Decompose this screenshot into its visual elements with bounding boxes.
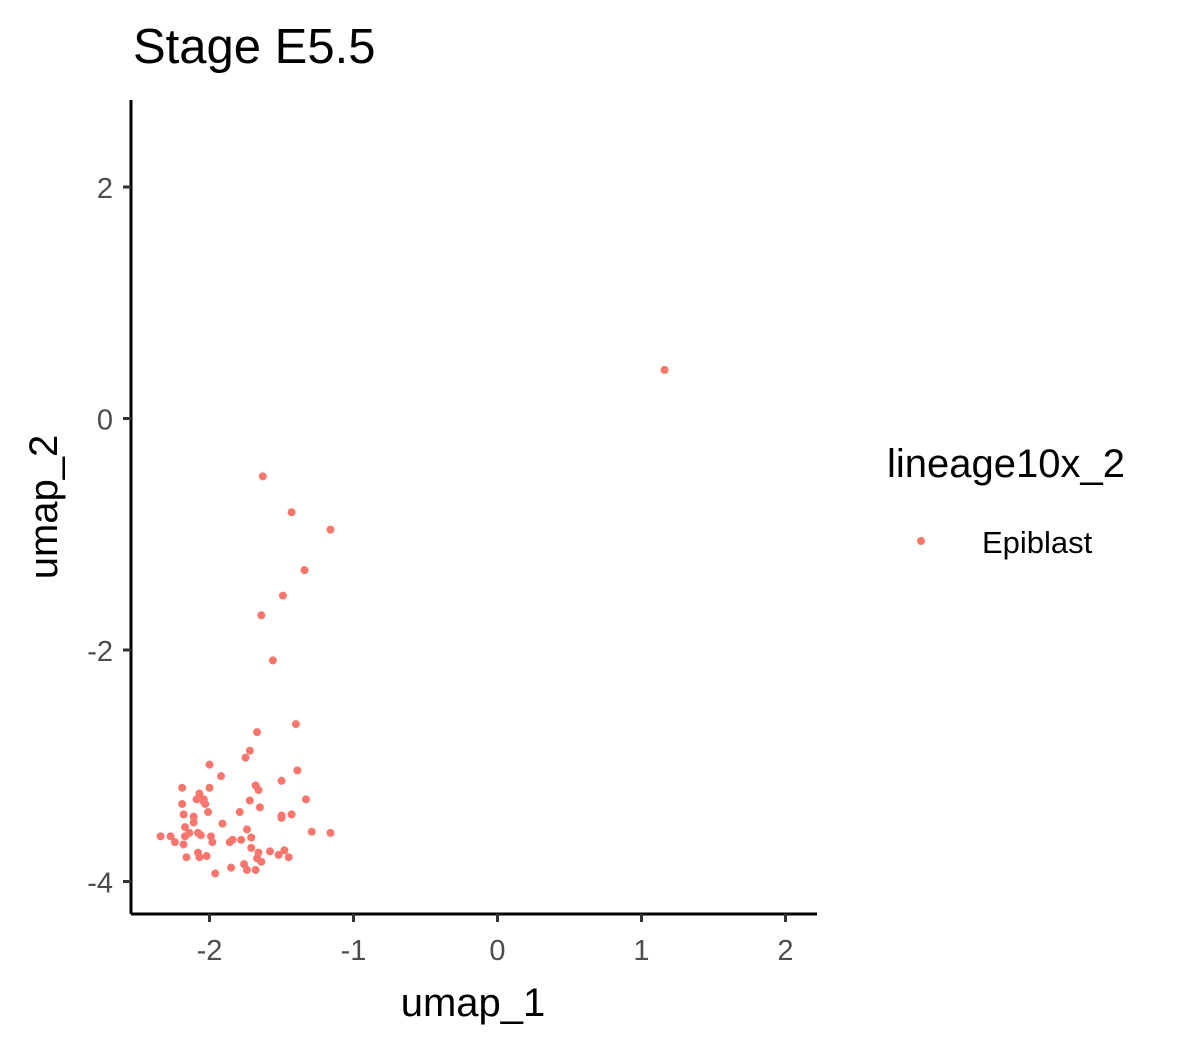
legend-title: lineage10x_2 — [887, 442, 1125, 486]
data-point — [217, 772, 226, 781]
data-point — [293, 766, 302, 775]
y-tick-label: -4 — [87, 868, 113, 900]
data-point — [235, 808, 244, 817]
data-point — [307, 827, 316, 836]
x-axis-title: umap_1 — [401, 981, 546, 1025]
data-point — [202, 852, 211, 861]
x-tick-label: 2 — [777, 935, 793, 967]
data-point — [255, 803, 264, 812]
x-tick-label: -1 — [341, 935, 367, 967]
data-point — [182, 853, 191, 862]
legend-label-epiblast: Epiblast — [982, 525, 1093, 560]
data-point — [189, 818, 198, 827]
plot-area: -2 -1 0 1 2 -4 -2 0 2 — [87, 100, 817, 967]
data-point — [660, 365, 669, 374]
x-tick-label: 1 — [633, 935, 649, 967]
data-point — [254, 786, 263, 795]
data-point — [189, 812, 198, 821]
data-point — [199, 797, 208, 806]
points-layer — [156, 365, 669, 878]
data-point — [257, 857, 266, 866]
data-point — [278, 591, 287, 600]
data-point — [204, 808, 213, 817]
data-point — [195, 853, 204, 862]
data-point — [326, 525, 335, 534]
data-point — [179, 810, 188, 819]
x-ticks: -2 -1 0 1 2 — [197, 914, 794, 967]
y-axis-title: umap_2 — [22, 435, 66, 580]
legend-key-epiblast — [917, 537, 925, 545]
data-point — [277, 776, 286, 785]
data-point — [280, 846, 289, 855]
y-tick-label: -2 — [87, 636, 113, 668]
data-point — [300, 566, 309, 575]
data-point — [181, 832, 190, 841]
data-point — [287, 508, 296, 517]
data-point — [181, 823, 190, 832]
data-point — [192, 795, 201, 804]
data-point — [227, 863, 236, 872]
data-point — [178, 799, 187, 808]
data-point — [218, 819, 227, 828]
y-tick-label: 0 — [97, 405, 113, 437]
data-point — [205, 760, 214, 769]
legend: lineage10x_2 Epiblast — [887, 442, 1125, 560]
y-tick-label: 2 — [97, 173, 113, 205]
data-point — [301, 795, 310, 804]
data-point — [257, 611, 266, 620]
data-point — [245, 796, 254, 805]
data-point — [247, 843, 256, 852]
data-point — [258, 472, 267, 481]
data-point — [225, 838, 234, 847]
data-point — [241, 753, 250, 762]
data-point — [196, 831, 205, 840]
data-point — [166, 832, 175, 841]
data-point — [274, 850, 283, 859]
data-point — [156, 832, 165, 841]
data-point — [211, 869, 220, 878]
data-point — [242, 865, 251, 874]
data-point — [178, 783, 187, 792]
data-point — [208, 838, 217, 847]
y-ticks: -4 -2 0 2 — [87, 173, 131, 900]
data-point — [284, 853, 293, 862]
data-point — [237, 835, 246, 844]
data-point — [179, 840, 188, 849]
data-point — [170, 838, 179, 847]
data-point — [245, 746, 254, 755]
data-point — [205, 783, 214, 792]
data-point — [242, 825, 251, 834]
data-point — [277, 813, 286, 822]
data-point — [251, 865, 260, 874]
data-point — [287, 810, 296, 819]
data-point — [253, 728, 262, 737]
data-point — [291, 720, 300, 729]
data-point — [247, 833, 256, 842]
data-point — [265, 847, 274, 856]
data-point — [326, 828, 335, 837]
x-tick-label: -2 — [197, 935, 223, 967]
chart-title: Stage E5.5 — [133, 20, 375, 74]
x-tick-label: 0 — [489, 935, 505, 967]
data-point — [268, 656, 277, 665]
